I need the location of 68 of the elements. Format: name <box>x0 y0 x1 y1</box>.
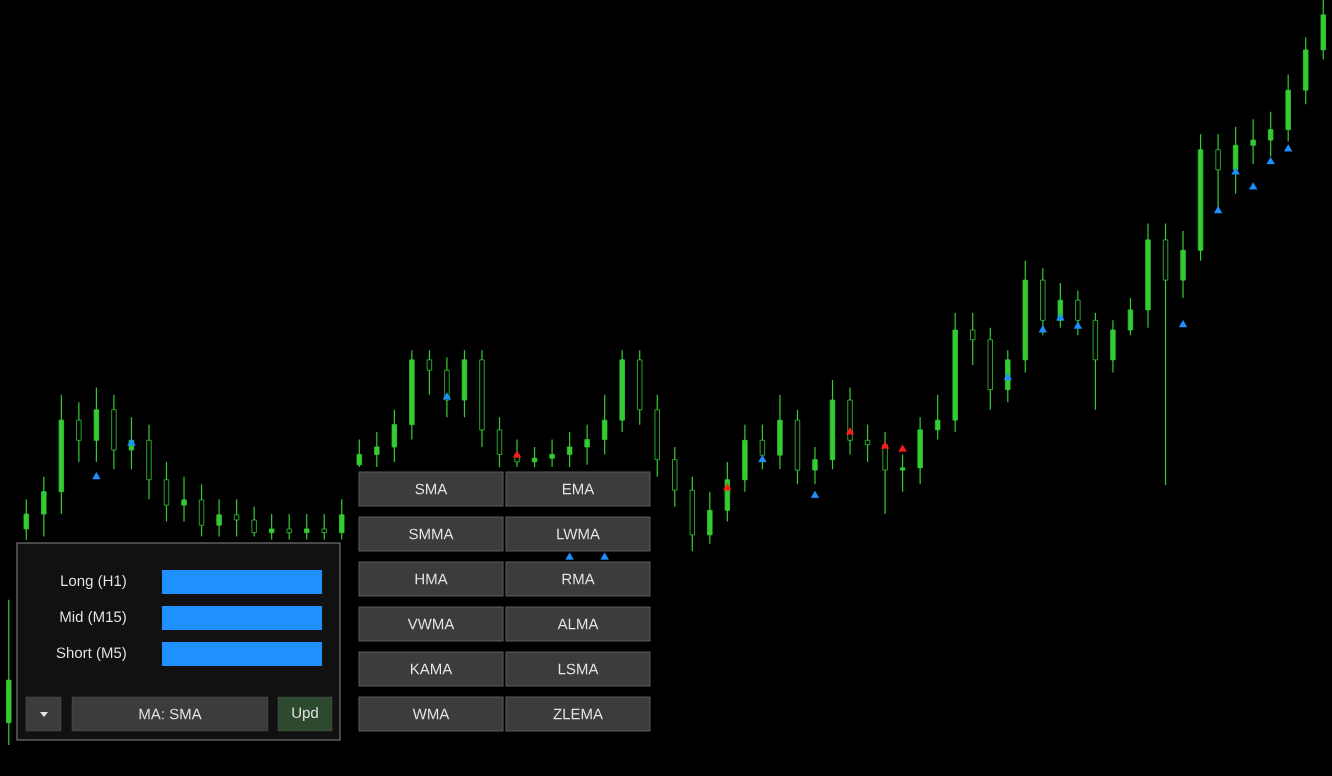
candlestick <box>531 446 538 468</box>
candlestick <box>566 431 573 468</box>
candlestick <box>216 498 222 537</box>
candlestick <box>584 424 590 466</box>
point <box>845 427 855 435</box>
annotation: EMA <box>562 483 595 495</box>
candlestick <box>426 349 433 396</box>
annotation: MA: SMA <box>139 708 202 720</box>
candlestick <box>899 453 906 493</box>
annotation: KAMA <box>410 663 453 675</box>
annotation: Long (H1) <box>61 575 126 589</box>
annotation: SMMA <box>409 528 454 540</box>
candlestick <box>549 438 555 468</box>
annotation: Mid (M15) <box>60 611 126 625</box>
candlestick <box>41 476 47 537</box>
point <box>1266 156 1275 165</box>
candlestick <box>181 476 187 523</box>
annotation: SMA <box>415 483 448 495</box>
annotation: ALMA <box>557 618 599 630</box>
point <box>127 438 136 446</box>
point <box>810 490 820 498</box>
candlestick <box>601 394 608 456</box>
candlestick <box>23 498 29 541</box>
candlestick <box>1250 118 1256 165</box>
candlestick <box>391 409 398 463</box>
candlestick <box>356 438 362 468</box>
candlestick <box>970 312 976 366</box>
candlestick <box>1075 289 1081 336</box>
candlestick <box>304 513 310 540</box>
candlestick <box>76 401 82 463</box>
annotation: WMA <box>412 708 450 720</box>
point <box>1231 167 1240 175</box>
candlestick <box>934 394 941 441</box>
point <box>1038 325 1047 333</box>
annotation: RMA <box>562 573 595 585</box>
annotation: LWMA <box>557 528 600 540</box>
point <box>1213 206 1223 214</box>
annotation: VWMA <box>407 618 455 630</box>
candlestick <box>759 424 766 470</box>
point <box>1178 320 1188 328</box>
annotation: Upd <box>292 707 318 721</box>
candlestick <box>233 498 240 537</box>
annotation: ZLEMA <box>553 708 603 720</box>
point <box>898 444 907 452</box>
candlestick <box>339 498 345 540</box>
point <box>600 552 609 560</box>
point <box>1073 321 1082 329</box>
point <box>1284 144 1293 152</box>
point <box>758 454 767 463</box>
candlestick <box>321 513 327 540</box>
candlestick <box>1127 297 1134 336</box>
point <box>1249 182 1258 190</box>
candlestick <box>812 446 818 485</box>
candlestick <box>374 431 380 468</box>
candlestick <box>286 513 292 540</box>
point <box>723 483 732 491</box>
point <box>880 441 890 449</box>
annotation: Short (M5) <box>56 647 126 661</box>
point <box>565 552 574 560</box>
point <box>512 450 522 458</box>
point <box>442 392 452 400</box>
annotation: HMA <box>415 573 448 585</box>
candlestick <box>251 506 257 537</box>
annotation: LSMA <box>558 663 599 675</box>
point <box>1003 373 1012 381</box>
point <box>92 472 101 480</box>
candlestick <box>268 513 275 540</box>
point <box>1056 313 1065 321</box>
